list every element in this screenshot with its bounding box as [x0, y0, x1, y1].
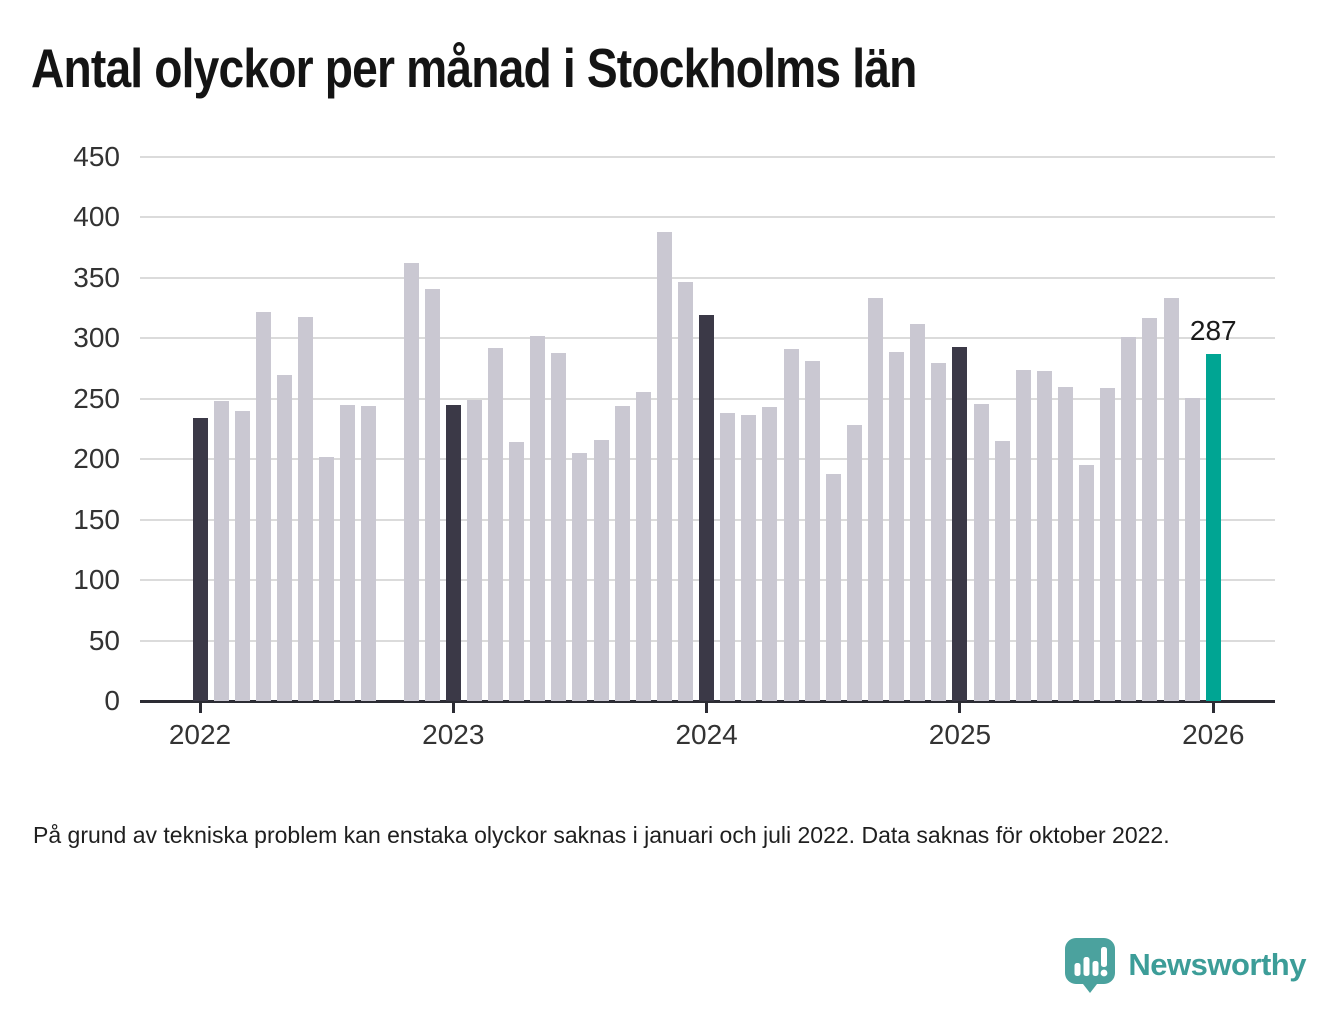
y-axis-label: 0 — [104, 685, 120, 716]
gridline — [140, 276, 1275, 279]
bar-2025-05 — [1036, 370, 1052, 701]
x-axis-label: 2026 — [1182, 719, 1245, 750]
bar-2024-08 — [846, 425, 862, 701]
bar-2025-10 — [1142, 317, 1158, 701]
bar-2023-12 — [678, 281, 694, 701]
bar-2023-09 — [614, 406, 630, 701]
bar-2023-06 — [551, 352, 567, 701]
bar-2024-02 — [720, 413, 736, 701]
bar-2022-05 — [276, 374, 292, 701]
bar-2025-09 — [1121, 337, 1137, 701]
bar-2025-06 — [1058, 386, 1073, 701]
bar-2024-11 — [910, 323, 926, 701]
bar-2023-10 — [635, 391, 651, 701]
x-axis-tick — [958, 701, 962, 713]
y-axis-label: 450 — [73, 141, 120, 172]
bar-2025-02 — [973, 403, 989, 701]
bar-2024-07 — [825, 473, 841, 701]
bar-2022-08 — [340, 404, 356, 701]
y-axis-label: 200 — [73, 443, 120, 475]
bar-2022-04 — [255, 311, 271, 701]
newsworthy-logo-text: Newsworthy — [1128, 947, 1306, 982]
y-axis-label: 400 — [73, 201, 120, 233]
bar-2023-11 — [656, 231, 672, 701]
bar-2025-11 — [1163, 298, 1179, 701]
gridline — [140, 156, 1275, 158]
bar-2022-06 — [298, 316, 314, 701]
page-title: Antal olyckor per månad i Stockholms län — [31, 37, 917, 99]
bar-2026-01 — [1205, 354, 1221, 701]
bar-2023-07 — [572, 453, 588, 701]
bar-2022-11 — [403, 263, 419, 701]
x-axis-label: 2025 — [928, 719, 992, 750]
footnote: På grund av tekniska problem kan enstaka… — [33, 822, 1170, 848]
accidents-bar-chart: 287 2022 2023 2024 2025 2026 — [140, 156, 1275, 750]
y-axis: 0 50 100 150 200 250 300 350 400 450 — [20, 141, 120, 716]
bar-2022-09 — [361, 406, 377, 701]
x-axis-tick — [705, 701, 709, 713]
y-axis-label: 300 — [73, 322, 120, 354]
bar-2022-01 — [192, 418, 208, 701]
bar-2024-04 — [762, 407, 778, 701]
y-axis-label: 150 — [73, 503, 120, 535]
y-axis-label: 100 — [73, 564, 120, 596]
bar-2023-01 — [445, 404, 461, 701]
bar-2024-12 — [931, 362, 947, 701]
newsworthy-logo: Newsworthy — [1063, 936, 1306, 994]
y-axis-label: 250 — [73, 382, 120, 414]
y-axis-label: 50 — [88, 624, 120, 656]
newsworthy-logo-icon — [1063, 936, 1117, 994]
bar-2023-08 — [593, 439, 609, 701]
bar-2024-05 — [783, 349, 799, 701]
bar-2025-08 — [1100, 387, 1116, 701]
bar-2022-02 — [213, 401, 229, 701]
bar-2024-09 — [868, 298, 884, 701]
bar-value-label: 287 — [1189, 315, 1237, 347]
bar-2023-02 — [466, 400, 482, 701]
x-axis-label: 2022 — [168, 719, 232, 750]
bar-2023-05 — [530, 335, 546, 701]
bar-2022-03 — [234, 410, 250, 701]
x-axis-label: 2024 — [675, 719, 738, 750]
bar-2025-03 — [994, 441, 1010, 701]
x-axis-tick — [198, 701, 202, 713]
x-axis-tick — [451, 701, 455, 713]
bar-2022-12 — [424, 288, 440, 701]
bar-2024-01 — [699, 315, 715, 701]
bar-2024-03 — [741, 414, 757, 701]
bar-2024-10 — [889, 351, 905, 701]
bar-2025-07 — [1079, 465, 1095, 701]
bar-2023-03 — [488, 348, 504, 701]
x-axis-tick — [1211, 701, 1215, 713]
y-axis-label: 350 — [73, 261, 120, 293]
gridline — [140, 216, 1275, 219]
bar-2022-07 — [319, 456, 335, 701]
bar-2025-01 — [952, 346, 968, 701]
bar-2025-04 — [1015, 369, 1031, 701]
bar-2023-04 — [509, 442, 525, 701]
x-axis-label: 2023 — [422, 719, 485, 750]
bar-2024-06 — [804, 361, 820, 701]
bar-2025-12 — [1184, 397, 1200, 701]
